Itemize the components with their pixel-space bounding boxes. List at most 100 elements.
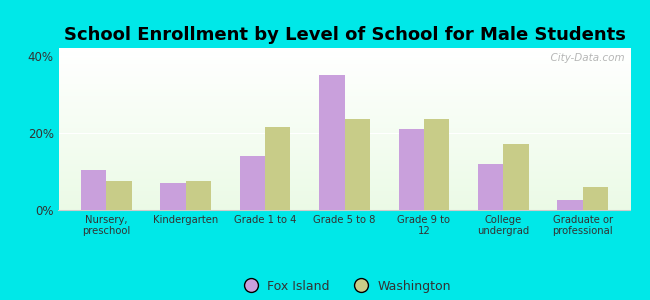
Bar [58,204,630,205]
Bar [58,78,630,79]
Bar [58,87,630,88]
Bar [58,88,630,89]
Bar [58,59,630,60]
Bar [58,209,630,210]
Text: City-Data.com: City-Data.com [544,53,625,63]
Bar [58,76,630,77]
Bar [58,60,630,61]
Bar [58,159,630,160]
Bar [58,152,630,153]
Bar [58,201,630,202]
Bar [240,156,265,210]
Bar [58,126,630,127]
Bar [58,56,630,57]
Bar [58,79,630,80]
Bar [58,73,630,74]
Bar [58,179,630,180]
Bar [58,192,630,193]
Bar [58,187,630,188]
Bar [58,194,630,195]
Bar [58,180,630,181]
Bar [58,158,630,159]
Bar [58,69,630,70]
Bar [58,208,630,209]
Bar [58,111,630,112]
Bar [58,172,630,173]
Bar [58,186,630,187]
Bar [58,101,630,102]
Bar [58,145,630,146]
Bar [58,132,630,133]
Bar [58,85,630,86]
Bar [58,136,630,137]
Bar [58,115,630,116]
Bar [58,149,630,150]
Bar [58,143,630,144]
Bar [58,62,630,63]
Bar [58,98,630,99]
Bar [583,187,608,210]
Bar [58,137,630,138]
Bar [58,106,630,107]
Bar [186,181,211,210]
Bar [558,200,583,210]
Bar [58,153,630,154]
Bar [58,130,630,131]
Bar [58,122,630,123]
Bar [58,114,630,115]
Bar [58,105,630,106]
Bar [58,112,630,113]
Bar [58,65,630,66]
Bar [58,175,630,176]
Bar [58,183,630,184]
Bar [58,162,630,163]
Bar [58,191,630,192]
Bar [58,129,630,130]
Bar [58,92,630,93]
Bar [58,166,630,167]
Bar [58,127,630,128]
Bar [58,197,630,198]
Bar [58,202,630,203]
Bar [58,120,630,121]
Bar [58,141,630,142]
Bar [58,140,630,141]
Bar [58,90,630,91]
Bar [58,169,630,170]
Bar [58,174,630,175]
Bar [398,129,424,210]
Bar [344,119,370,210]
Bar [58,117,630,118]
Bar [58,116,630,117]
Bar [58,52,630,53]
Bar [58,190,630,191]
Bar [58,144,630,145]
Bar [58,184,630,185]
Bar [58,75,630,76]
Bar [160,183,186,210]
Bar [58,55,630,56]
Bar [58,63,630,64]
Bar [58,138,630,139]
Bar [58,167,630,168]
Legend: Fox Island, Washington: Fox Island, Washington [233,275,456,298]
Bar [58,193,630,194]
Bar [58,188,630,189]
Bar [58,181,630,182]
Bar [58,189,630,190]
Bar [81,169,106,210]
Bar [424,119,449,210]
Bar [58,173,630,174]
Bar [58,206,630,207]
Bar [58,118,630,119]
Bar [58,123,630,124]
Bar [58,81,630,82]
Bar [58,118,630,119]
Bar [58,89,630,90]
Bar [58,182,630,183]
Bar [58,156,630,157]
Bar [58,146,630,147]
Bar [58,102,630,103]
Bar [58,163,630,164]
Bar [58,169,630,170]
